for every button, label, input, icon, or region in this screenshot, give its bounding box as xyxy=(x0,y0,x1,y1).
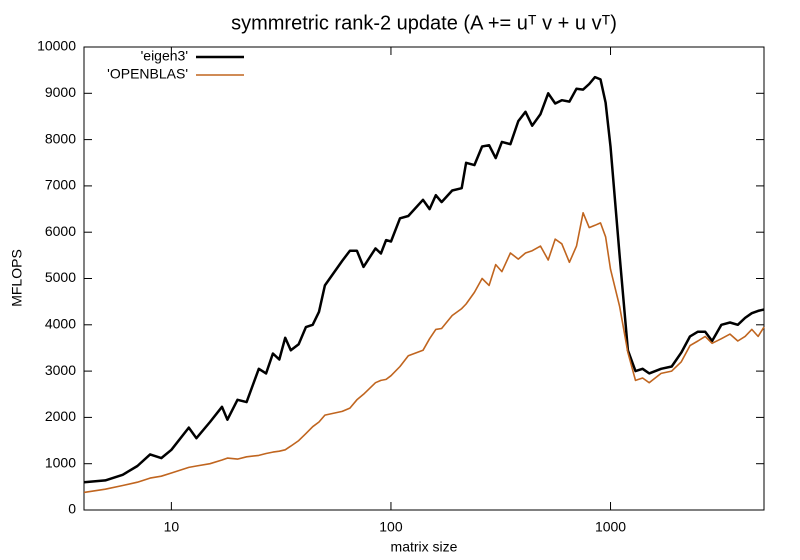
y-tick-label: 8000 xyxy=(45,130,76,146)
y-tick-label: 7000 xyxy=(45,177,76,193)
series-line xyxy=(83,212,765,494)
x-axis-label: matrix size xyxy=(391,539,458,555)
y-tick-label: 5000 xyxy=(45,269,76,285)
y-tick-label: 0 xyxy=(68,501,76,517)
y-tick-label: 9000 xyxy=(45,84,76,100)
chart-title: symmretric rank-2 update (A += uᵀ v + u … xyxy=(231,12,617,34)
y-axis-label: MFLOPS xyxy=(9,249,25,307)
y-tick-label: 10000 xyxy=(37,38,76,54)
y-tick-label: 3000 xyxy=(45,362,76,378)
y-tick-label: 1000 xyxy=(45,454,76,470)
legend-label: 'eigen3' xyxy=(141,48,188,64)
x-tick-label: 10 xyxy=(164,519,180,535)
x-tick-label: 1000 xyxy=(595,519,626,535)
x-tick-label: 100 xyxy=(379,519,403,535)
legend-label: 'OPENBLAS' xyxy=(107,66,188,82)
plot-border xyxy=(83,46,765,511)
series-line xyxy=(83,75,765,484)
y-tick-label: 6000 xyxy=(45,223,76,239)
y-tick-label: 2000 xyxy=(45,408,76,424)
y-tick-label: 4000 xyxy=(45,316,76,332)
